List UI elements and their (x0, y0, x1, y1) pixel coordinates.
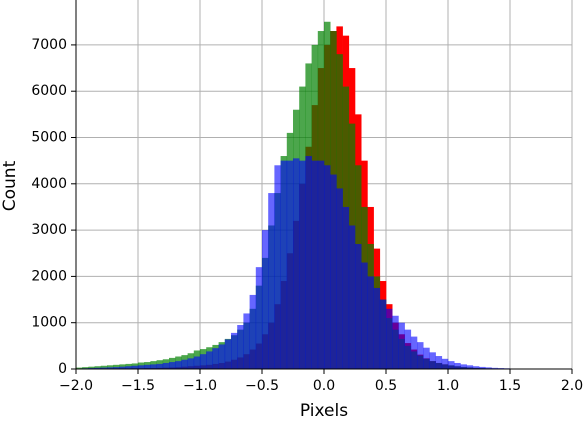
bar (243, 313, 250, 369)
bar (181, 359, 188, 369)
bar (386, 308, 393, 369)
y-tick-label: 4000 (31, 176, 67, 192)
bar (491, 367, 498, 369)
y-tick-label: 6000 (31, 83, 67, 99)
bar (485, 367, 492, 369)
bar (224, 339, 232, 369)
bar (286, 160, 294, 369)
bar (162, 362, 170, 369)
y-tick-label: 1000 (31, 315, 67, 331)
bar (448, 361, 455, 369)
bar (100, 365, 108, 369)
bar (417, 342, 424, 369)
bar (435, 356, 443, 369)
bar (398, 322, 405, 369)
bar (280, 160, 288, 369)
bar (392, 315, 399, 369)
bar (472, 366, 480, 369)
bar (441, 358, 449, 369)
x-tick-label: 0.5 (375, 378, 397, 394)
x-tick-label: 1.5 (499, 378, 521, 394)
bar (311, 160, 319, 369)
bar (187, 358, 195, 369)
bar (125, 366, 133, 369)
bar (373, 287, 381, 369)
bar (100, 367, 108, 369)
bar (268, 193, 275, 369)
x-axis-label: Pixels (300, 401, 348, 421)
bar (404, 329, 412, 369)
y-tick-label: 2000 (31, 268, 67, 284)
bar (249, 294, 257, 369)
bar (206, 351, 213, 369)
bar (342, 206, 350, 369)
bar (175, 361, 182, 369)
bar (274, 165, 281, 369)
bar (324, 165, 331, 369)
bar (82, 367, 89, 369)
bar (330, 174, 337, 369)
bar (460, 364, 467, 369)
x-tick-label: −1.5 (121, 378, 155, 394)
bar (454, 362, 461, 369)
bar (193, 356, 201, 369)
y-tick-label: 7000 (31, 37, 67, 53)
bar (379, 299, 387, 369)
bar (107, 365, 114, 369)
bar (423, 347, 430, 369)
bar (212, 348, 219, 369)
bar (156, 363, 164, 369)
x-tick-label: −1.0 (183, 378, 217, 394)
bar (429, 352, 436, 369)
bar (293, 158, 300, 369)
bar (169, 362, 176, 369)
bar (107, 367, 114, 369)
bar (348, 225, 356, 369)
bar (336, 188, 343, 369)
bar (94, 366, 102, 369)
y-axis-label: Count (0, 160, 20, 211)
bar (479, 366, 486, 369)
bar (410, 336, 418, 369)
bar (255, 267, 263, 369)
x-tick-label: 1.0 (437, 378, 459, 394)
bar (131, 365, 139, 369)
bar (299, 160, 306, 369)
bar (466, 365, 474, 369)
bar (119, 366, 126, 369)
bar (138, 365, 145, 369)
bar (144, 364, 151, 369)
bar (361, 262, 368, 369)
bar (237, 325, 244, 369)
y-tick-label: 3000 (31, 222, 67, 238)
x-tick-label: −2.0 (59, 378, 93, 394)
x-tick-label: 2.0 (561, 378, 583, 394)
bar (317, 160, 325, 369)
bar (200, 354, 207, 369)
x-tick-label: −0.5 (245, 378, 279, 394)
bar (231, 332, 238, 369)
bar (305, 156, 312, 369)
bar (150, 364, 157, 369)
y-tick-label: 5000 (31, 130, 67, 146)
bar (113, 364, 120, 369)
bar (113, 367, 120, 369)
bar (76, 367, 83, 369)
bar (88, 366, 95, 369)
bar (262, 230, 269, 369)
bar (367, 276, 374, 369)
x-tick-label: 0.0 (313, 378, 335, 394)
bar (355, 243, 362, 369)
y-tick-label: 0 (58, 361, 67, 377)
bar (218, 344, 226, 369)
bar (94, 367, 102, 369)
